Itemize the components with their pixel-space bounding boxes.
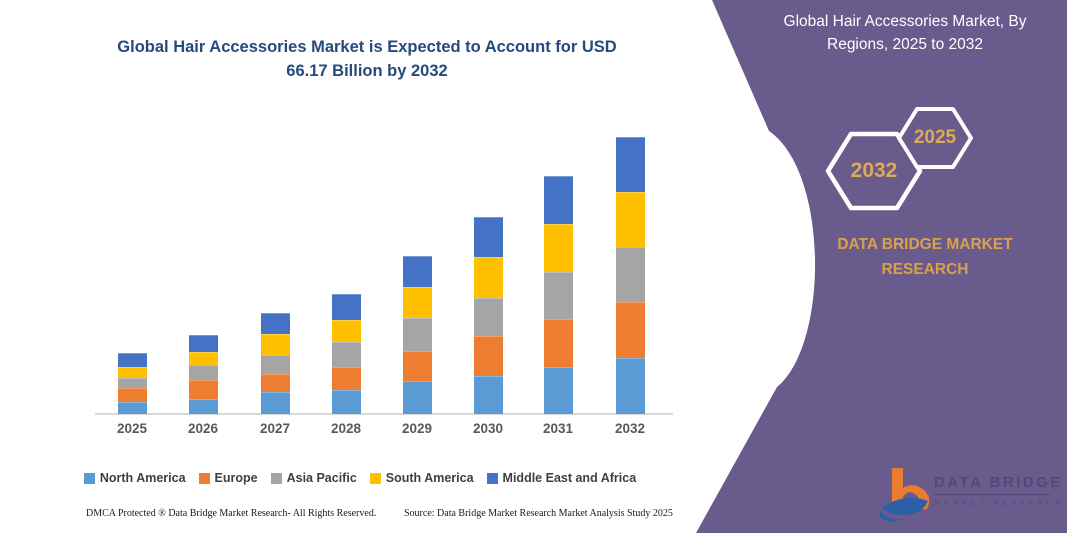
- legend-swatch-middle-east-and-africa: [486, 472, 498, 484]
- x-axis-label-2025: 2025: [116, 421, 148, 436]
- x-axis-line: [95, 413, 673, 415]
- bar-segment-middle-east-and-africa: [331, 293, 361, 320]
- legend-item-asia-pacific: Asia Pacific: [270, 471, 357, 485]
- legend-swatch-south-america: [369, 472, 381, 484]
- bar-segment-north-america: [117, 401, 147, 414]
- bar-segment-north-america: [188, 399, 218, 414]
- bar-2025: [117, 353, 147, 414]
- bar-segment-north-america: [543, 366, 573, 414]
- bar-segment-europe: [188, 380, 218, 400]
- hexagon-2032: [825, 131, 923, 211]
- bar-segment-north-america: [260, 392, 290, 414]
- legend-item-south-america: South America: [369, 471, 474, 485]
- bar-segment-asia-pacific: [402, 318, 432, 351]
- logo-sub-label: MARKET RESEARCH: [934, 498, 1065, 507]
- bar-2027: [260, 313, 290, 414]
- bar-segment-europe: [543, 319, 573, 367]
- data-bridge-logo: DATA BRIDGE MARKET RESEARCH: [878, 464, 1065, 524]
- logo-brand-label: DATA BRIDGE: [934, 474, 1060, 495]
- panel-title-line1: Global Hair Accessories Market, By: [783, 13, 1027, 30]
- bar-segment-north-america: [473, 375, 503, 414]
- source-note: Source: Data Bridge Market Research Mark…: [404, 508, 673, 519]
- logo-swoosh-shape: [882, 497, 928, 515]
- x-axis-label-2031: 2031: [542, 421, 574, 436]
- bar-segment-south-america: [260, 333, 290, 355]
- bar-segment-asia-pacific: [260, 354, 290, 374]
- bar-segment-south-america: [331, 319, 361, 343]
- hexagon-2025: [897, 107, 973, 169]
- bar-segment-middle-east-and-africa: [615, 136, 645, 192]
- legend-label-europe: Europe: [214, 471, 258, 485]
- bar-segment-europe: [615, 302, 645, 359]
- bar-2028: [331, 293, 361, 414]
- legend-label-north-america: North America: [99, 471, 186, 485]
- bar-chart: 2025 2026 2027 2028 2029 2030 2031 2032: [95, 136, 673, 436]
- x-axis-label-2030: 2030: [472, 421, 504, 436]
- logo-text: DATA BRIDGE MARKET RESEARCH: [934, 474, 1065, 507]
- bar-2030: [473, 217, 503, 414]
- bar-segment-middle-east-and-africa: [117, 353, 147, 368]
- legend-label-south-america: South America: [385, 471, 474, 485]
- legend-label-asia-pacific: Asia Pacific: [286, 471, 357, 485]
- panel-title: Global Hair Accessories Market, By Regio…: [752, 10, 1058, 57]
- x-axis-label-2029: 2029: [401, 421, 433, 436]
- bar-2029: [402, 255, 432, 414]
- bar-segment-asia-pacific: [473, 298, 503, 337]
- bar-segment-europe: [260, 373, 290, 393]
- brand-text: DATA BRIDGE MARKET RESEARCH: [837, 236, 1013, 278]
- bar-segment-middle-east-and-africa: [402, 255, 432, 287]
- bar-2026: [188, 335, 218, 414]
- bar-segment-asia-pacific: [543, 271, 573, 320]
- bar-segment-europe: [473, 336, 503, 376]
- panel-title-line2: Regions, 2025 to 2032: [827, 36, 983, 54]
- bar-segment-north-america: [615, 358, 645, 414]
- x-axis-label-2027: 2027: [259, 421, 291, 436]
- bar-2032: [615, 136, 645, 414]
- bar-segment-asia-pacific: [331, 342, 361, 368]
- bar-segment-south-america: [543, 224, 573, 272]
- bar-segment-europe: [117, 388, 147, 402]
- hexagon-2025-label: 2025: [913, 127, 957, 148]
- legend-swatch-north-america: [83, 472, 95, 484]
- bar-segment-south-america: [615, 191, 645, 248]
- bar-segment-north-america: [402, 381, 432, 414]
- chart-title-text: Global Hair Accessories Market is Expect…: [117, 38, 617, 80]
- bar-segment-asia-pacific: [615, 247, 645, 303]
- logo-swoosh-tail: [880, 511, 904, 522]
- purple-panel-shape: [696, 0, 1067, 533]
- bar-segment-asia-pacific: [117, 377, 147, 389]
- logo-b-icon: [880, 468, 930, 522]
- footer: DMCA Protected ® Data Bridge Market Rese…: [0, 508, 700, 524]
- bar-segment-middle-east-and-africa: [260, 313, 290, 334]
- bar-segment-south-america: [402, 286, 432, 319]
- bar-segment-middle-east-and-africa: [188, 335, 218, 352]
- bar-segment-south-america: [117, 367, 147, 378]
- x-axis-label-2028: 2028: [330, 421, 362, 436]
- bar-2031: [543, 176, 573, 414]
- bar-segment-south-america: [473, 256, 503, 299]
- x-axis-label-2026: 2026: [187, 421, 219, 436]
- legend-item-north-america: North America: [83, 471, 186, 485]
- bar-segment-europe: [402, 350, 432, 382]
- bar-segment-europe: [331, 367, 361, 390]
- bar-segment-middle-east-and-africa: [543, 176, 573, 225]
- x-axis-label-2032: 2032: [614, 421, 646, 436]
- legend-item-europe: Europe: [198, 471, 258, 485]
- legend-swatch-asia-pacific: [270, 472, 282, 484]
- chart-legend: North America Europe Asia Pacific South Ame…: [40, 471, 680, 485]
- hexagon-2032-label: 2032: [850, 159, 898, 182]
- bar-segment-south-america: [188, 351, 218, 366]
- bar-segment-asia-pacific: [188, 365, 218, 381]
- legend-item-middle-east-and-africa: Middle East and Africa: [486, 471, 637, 485]
- dmca-notice: DMCA Protected ® Data Bridge Market Rese…: [86, 508, 377, 519]
- legend-swatch-europe: [198, 472, 210, 484]
- legend-label-middle-east-and-africa: Middle East and Africa: [502, 471, 637, 485]
- bar-segment-middle-east-and-africa: [473, 217, 503, 257]
- bar-segment-north-america: [331, 389, 361, 414]
- chart-title: Global Hair Accessories Market is Expect…: [60, 36, 674, 84]
